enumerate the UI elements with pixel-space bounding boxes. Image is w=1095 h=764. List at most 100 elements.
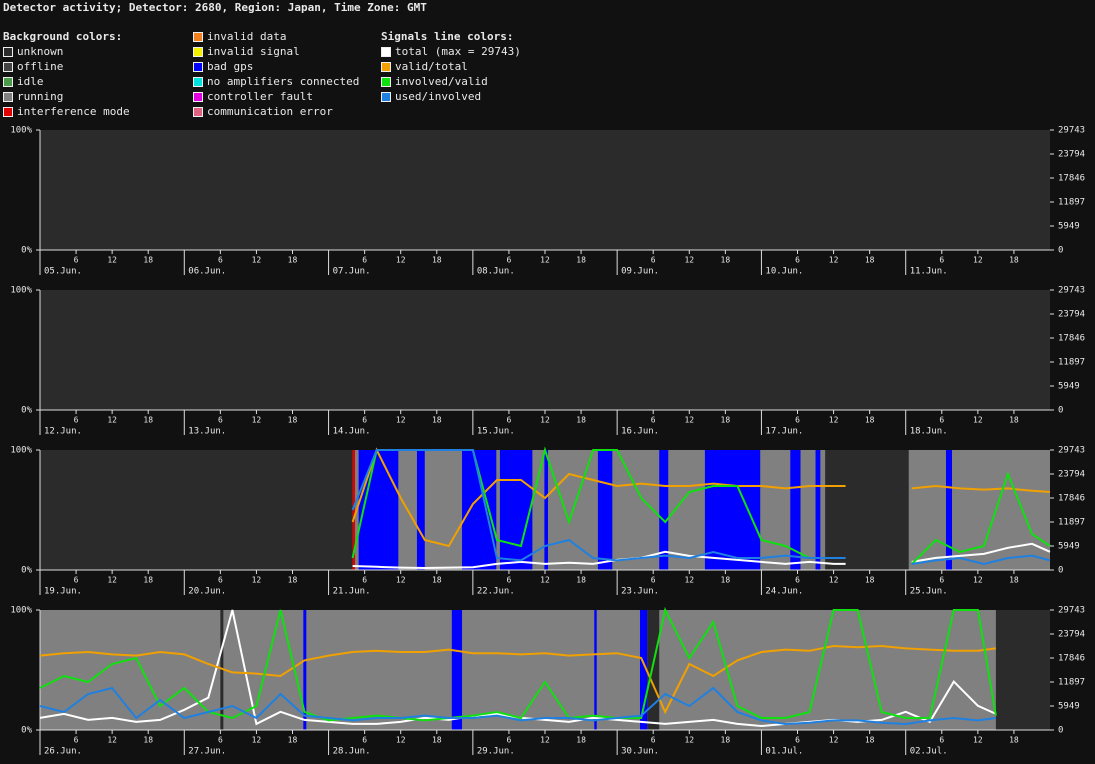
- hour-label: 12: [829, 736, 839, 745]
- hour-label: 6: [939, 416, 944, 425]
- day-label: 07.Jun.: [333, 267, 371, 277]
- hour-label: 12: [684, 256, 694, 265]
- state-band: [790, 450, 801, 570]
- state-band: [647, 610, 660, 730]
- hour-label: 12: [396, 736, 406, 745]
- hour-label: 12: [973, 256, 983, 265]
- hour-label: 6: [362, 736, 367, 745]
- hour-label: 18: [576, 576, 586, 585]
- hour-label: 12: [829, 416, 839, 425]
- hour-label: 6: [651, 576, 656, 585]
- legend-swatch: [3, 47, 13, 57]
- hour-label: 12: [107, 256, 117, 265]
- state-band: [945, 450, 953, 570]
- hour-label: 18: [865, 416, 875, 425]
- hour-label: 18: [865, 576, 875, 585]
- page-title: Detector activity; Detector: 2680, Regio…: [3, 1, 427, 14]
- hour-label: 12: [252, 416, 262, 425]
- y2-tick-label: 5949: [1058, 541, 1080, 551]
- day-label: 29.Jun.: [477, 747, 515, 757]
- y-tick-label: 0%: [21, 566, 32, 576]
- hour-label: 18: [288, 736, 298, 745]
- legend-label: used/involved: [395, 90, 481, 103]
- day-label: 26.Jun.: [44, 747, 82, 757]
- plot-area: [40, 290, 1050, 410]
- hour-label: 6: [218, 576, 223, 585]
- signal-line: [352, 542, 1051, 570]
- day-label: 21.Jun.: [333, 587, 371, 597]
- hour-label: 12: [107, 416, 117, 425]
- legend-swatch: [3, 77, 13, 87]
- day-label: 20.Jun.: [188, 587, 226, 597]
- hour-label: 12: [540, 416, 550, 425]
- legend-label: interference mode: [17, 105, 130, 118]
- day-label: 10.Jun.: [765, 267, 803, 277]
- legend-swatch: [193, 77, 203, 87]
- y2-tick-label: 17846: [1058, 653, 1085, 663]
- hour-label: 12: [829, 576, 839, 585]
- legend-swatch: [381, 47, 391, 57]
- day-label: 15.Jun.: [477, 427, 515, 437]
- day-label: 19.Jun.: [44, 587, 82, 597]
- y2-tick-label: 5949: [1058, 701, 1080, 711]
- hour-label: 6: [74, 576, 79, 585]
- hour-label: 18: [288, 416, 298, 425]
- day-label: 24.Jun.: [765, 587, 803, 597]
- hour-label: 6: [362, 256, 367, 265]
- y2-tick-label: 17846: [1058, 333, 1085, 343]
- signal-line: [351, 449, 1051, 566]
- legend-label: idle: [17, 75, 44, 88]
- hour-label: 6: [507, 736, 512, 745]
- y2-tick-label: 0: [1058, 246, 1063, 256]
- hour-label: 12: [107, 736, 117, 745]
- hour-label: 18: [1009, 576, 1019, 585]
- hour-label: 12: [252, 576, 262, 585]
- legend-swatch: [193, 107, 203, 117]
- hour-label: 6: [939, 576, 944, 585]
- hour-label: 18: [288, 256, 298, 265]
- state-band: [416, 450, 425, 570]
- y2-tick-label: 11897: [1058, 358, 1085, 368]
- legend-label: controller fault: [207, 90, 313, 103]
- y2-tick-label: 17846: [1058, 173, 1085, 183]
- hour-label: 12: [684, 576, 694, 585]
- y-tick-label: 100%: [10, 606, 32, 616]
- legend-label: offline: [17, 60, 63, 73]
- day-label: 16.Jun.: [621, 427, 659, 437]
- state-band: [352, 450, 356, 570]
- hour-label: 12: [973, 576, 983, 585]
- state-band: [908, 450, 1050, 570]
- hour-label: 18: [143, 416, 153, 425]
- y2-tick-label: 0: [1058, 566, 1063, 576]
- signal-line: [39, 686, 997, 726]
- hour-label: 18: [143, 576, 153, 585]
- day-label: 17.Jun.: [765, 427, 803, 437]
- hour-label: 18: [576, 256, 586, 265]
- day-label: 06.Jun.: [188, 267, 226, 277]
- day-label: 18.Jun.: [910, 427, 948, 437]
- hour-label: 6: [507, 256, 512, 265]
- hour-label: 6: [507, 416, 512, 425]
- signal-line: [39, 607, 997, 722]
- hour-label: 18: [865, 256, 875, 265]
- y2-tick-label: 11897: [1058, 678, 1085, 688]
- state-band: [594, 610, 597, 730]
- legend-swatch: [193, 62, 203, 72]
- hour-label: 12: [396, 256, 406, 265]
- hour-label: 6: [74, 256, 79, 265]
- hour-label: 12: [684, 736, 694, 745]
- hour-label: 12: [829, 256, 839, 265]
- legend-swatch: [381, 62, 391, 72]
- hour-label: 12: [973, 736, 983, 745]
- hour-label: 18: [576, 736, 586, 745]
- y2-tick-label: 0: [1058, 406, 1063, 416]
- y2-tick-label: 11897: [1058, 518, 1085, 528]
- hour-label: 18: [1009, 416, 1019, 425]
- legend-swatch: [3, 107, 13, 117]
- day-label: 12.Jun.: [44, 427, 82, 437]
- y2-tick-label: 23794: [1058, 150, 1085, 160]
- plot-area: [40, 130, 1050, 250]
- hour-label: 18: [288, 576, 298, 585]
- hour-label: 6: [651, 736, 656, 745]
